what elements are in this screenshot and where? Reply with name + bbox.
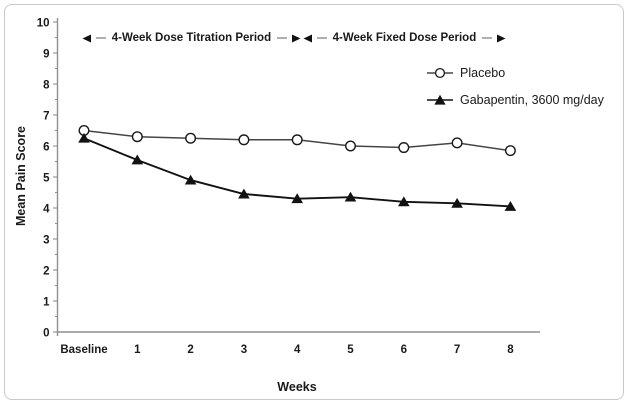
open-circle-marker-icon <box>427 67 453 79</box>
annotation-line <box>96 37 106 39</box>
annotation-line <box>316 37 327 39</box>
data-point-placebo <box>131 131 143 143</box>
x-axis-title: Weeks <box>277 380 317 394</box>
y-tick-label: 8 <box>43 80 50 92</box>
x-tick-label: 1 <box>134 344 141 356</box>
data-point-gabapentin <box>451 197 463 208</box>
x-tick-label: 2 <box>187 344 193 356</box>
x-tick-label: 5 <box>347 344 354 356</box>
y-tick-label: 3 <box>43 235 49 247</box>
legend-label-gabapentin: Gabapentin, 3600 mg/day <box>460 93 604 107</box>
x-tick-label: 3 <box>241 344 247 356</box>
data-point-placebo <box>451 137 463 149</box>
legend-item-gabapentin: Gabapentin, 3600 mg/day <box>427 89 604 111</box>
data-point-gabapentin <box>131 154 144 165</box>
y-tick-label: 4 <box>43 204 50 216</box>
legend-item-placebo: Placebo <box>427 62 604 84</box>
y-tick-label: 0 <box>43 328 49 340</box>
data-point-placebo <box>504 145 516 157</box>
y-tick-label: 9 <box>43 49 49 61</box>
data-point-gabapentin <box>504 201 517 211</box>
x-tick-label: 7 <box>454 344 460 356</box>
x-tick-label: 8 <box>507 344 514 356</box>
fixed-dose-period-label: 4-Week Fixed Dose Period <box>332 32 477 44</box>
arrow-right-icon <box>497 34 506 42</box>
legend: Placebo Gabapentin, 3600 mg/day <box>427 62 604 116</box>
x-tick-label: 4 <box>294 344 301 356</box>
annotation-line <box>482 37 492 39</box>
data-point-placebo <box>398 142 410 154</box>
titration-period-label: 4-Week Dose Titration Period <box>111 32 272 44</box>
data-point-gabapentin <box>184 174 197 185</box>
data-point-gabapentin <box>344 191 357 202</box>
filled-triangle-marker-icon <box>427 94 453 105</box>
dose-period-annotation: 4-Week Dose Titration Period 4-Week Fixe… <box>82 30 506 46</box>
arrow-left-icon <box>82 34 91 42</box>
y-tick-label: 1 <box>43 297 50 309</box>
arrow-right-icon <box>291 34 301 42</box>
y-tick-label: 7 <box>43 111 49 123</box>
y-tick-label: 6 <box>43 142 49 154</box>
data-point-gabapentin <box>238 188 250 199</box>
annotation-line <box>277 37 287 39</box>
y-tick-label: 10 <box>37 18 50 30</box>
data-point-placebo <box>238 134 250 146</box>
y-axis-title: Mean Pain Score <box>14 125 28 227</box>
data-point-placebo <box>345 140 357 152</box>
data-point-gabapentin <box>291 193 303 204</box>
data-point-placebo <box>185 132 197 144</box>
y-tick-label: 5 <box>43 173 50 185</box>
x-tick-label: Baseline <box>60 344 107 356</box>
data-point-gabapentin <box>78 132 90 143</box>
arrow-left-icon <box>303 34 312 42</box>
data-point-gabapentin <box>398 196 410 207</box>
x-tick-label: 6 <box>401 344 407 356</box>
data-point-placebo <box>291 134 303 146</box>
legend-label-placebo: Placebo <box>460 66 506 80</box>
y-tick-label: 2 <box>43 266 49 278</box>
